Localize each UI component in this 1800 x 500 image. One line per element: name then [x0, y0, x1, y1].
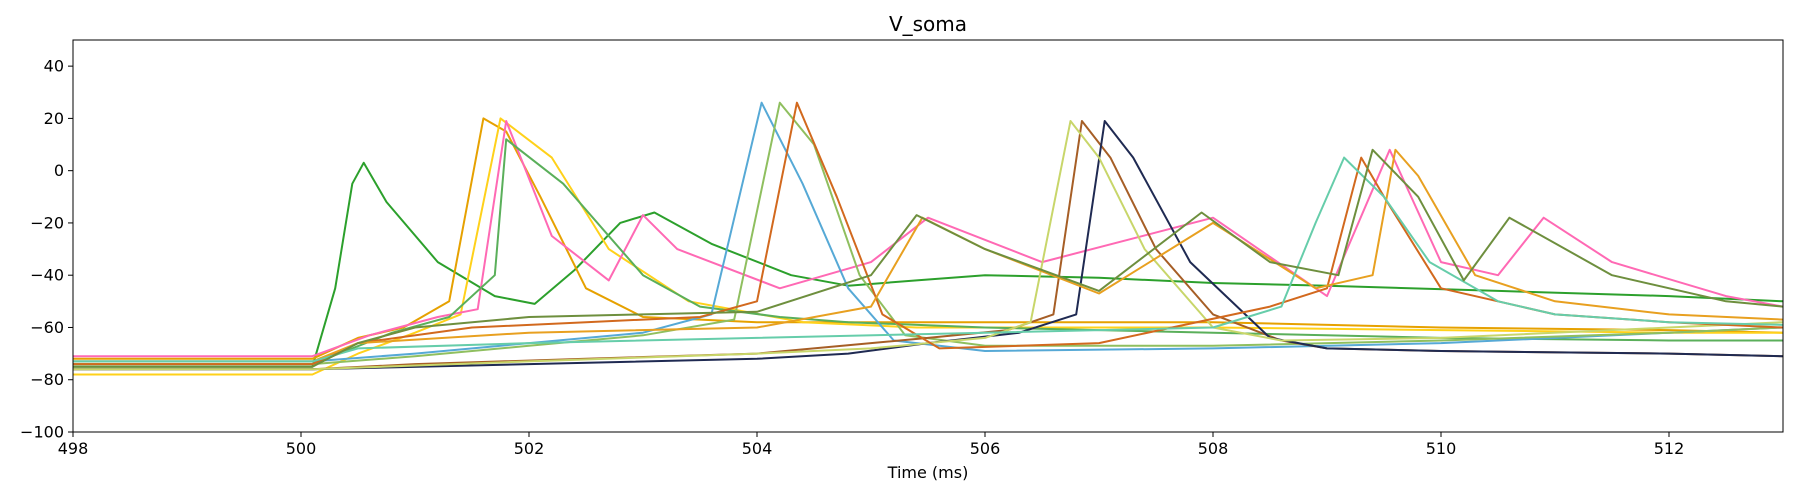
- y-tick-label: 0: [54, 161, 64, 180]
- series-line-12: [73, 148, 1783, 363]
- y-tick-label: 20: [44, 109, 64, 128]
- y-tick-label: −80: [30, 370, 64, 389]
- y-tick-label: 40: [44, 57, 64, 76]
- y-tick-label: −20: [30, 213, 64, 232]
- chart-title: V_soma: [889, 12, 967, 36]
- x-tick-label: 498: [58, 439, 89, 458]
- series-line-4: [73, 120, 1783, 358]
- series-line-6: [73, 101, 1783, 363]
- x-tick-label: 504: [742, 439, 773, 458]
- series-line-3: [73, 117, 1783, 376]
- y-tick-label: −60: [30, 318, 64, 337]
- y-tick-label: −40: [30, 266, 64, 285]
- series-line-13: [73, 156, 1783, 363]
- x-tick-label: 512: [1654, 439, 1685, 458]
- x-axis-ticks: 498 500 502 504 506 508 510 512: [58, 432, 1685, 458]
- x-tick-label: 508: [1198, 439, 1229, 458]
- y-axis-ticks: −100 −80 −60 −40 −20 0 20 40: [20, 57, 73, 442]
- x-tick-label: 500: [286, 439, 317, 458]
- x-tick-label: 510: [1426, 439, 1457, 458]
- y-tick-label: −100: [20, 423, 64, 442]
- x-axis-label: Time (ms): [887, 463, 969, 482]
- series-line-14: [73, 148, 1783, 368]
- x-tick-label: 506: [970, 439, 1001, 458]
- series-line-10: [73, 120, 1783, 371]
- x-tick-label: 502: [514, 439, 545, 458]
- series-line-1: [73, 161, 1783, 368]
- series-line-9: [73, 120, 1783, 371]
- plot-frame: [72, 39, 1784, 433]
- series-line-11: [73, 101, 1783, 366]
- series-layer: [73, 101, 1783, 376]
- series-line-5: [73, 138, 1783, 366]
